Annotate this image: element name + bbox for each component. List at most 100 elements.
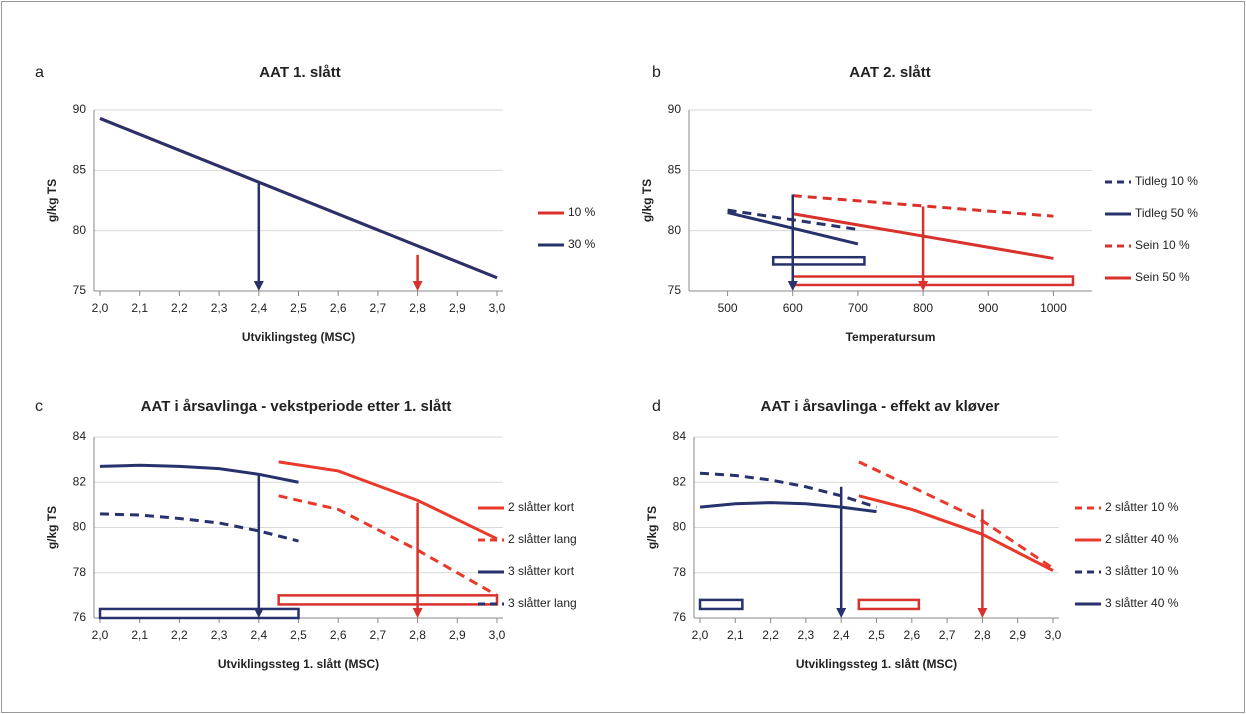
chart-title: AAT 1. slått <box>259 64 340 81</box>
x-axis-label: Temperatursum <box>846 330 936 344</box>
x-tick-label: 2,1 <box>727 628 744 642</box>
y-tick-label: 84 <box>673 429 687 443</box>
legend-label: Sein 50 % <box>1135 270 1190 284</box>
x-tick-label: 2,0 <box>92 628 109 642</box>
series-line <box>858 460 1054 570</box>
arrow-head <box>977 608 988 618</box>
x-axis-label: Utviklingsteg (MSC) <box>242 330 355 344</box>
arrow-head <box>253 281 264 291</box>
x-tick-label: 2,9 <box>449 301 466 315</box>
x-tick-label: 2,0 <box>692 628 709 642</box>
highlight-box <box>791 275 1075 287</box>
x-tick-label: 500 <box>718 301 738 315</box>
x-tick-label: 2,3 <box>798 628 815 642</box>
x-tick-label: 2,3 <box>211 628 228 642</box>
y-axis-label: g/kg TS <box>45 506 59 549</box>
legend-label: Sein 10 % <box>1135 238 1190 252</box>
highlight-box <box>277 594 499 606</box>
x-tick-label: 2,7 <box>370 628 387 642</box>
series-line <box>699 501 877 514</box>
arrow-head <box>918 281 929 291</box>
x-tick-label: 2,6 <box>330 628 347 642</box>
panel-label: b <box>652 64 661 81</box>
x-axis-label: Utviklingssteg 1. slått (MSC) <box>796 657 957 671</box>
x-tick-label: 2,8 <box>974 628 991 642</box>
x-tick-label: 700 <box>848 301 868 315</box>
series-line <box>99 117 498 280</box>
x-tick-label: 2,9 <box>1009 628 1026 642</box>
series-line <box>858 494 1054 572</box>
y-tick-label: 78 <box>673 565 687 579</box>
x-tick-label: 2,4 <box>250 301 267 315</box>
series-line <box>278 460 498 541</box>
y-tick-label: 82 <box>673 474 687 488</box>
x-tick-label: 2,1 <box>131 301 148 315</box>
highlight-box <box>771 255 866 266</box>
legend-label: 2 slåtter 10 % <box>1105 500 1179 514</box>
chart-title: AAT i årsavlinga - vekstperiode etter 1.… <box>141 398 452 415</box>
x-tick-label: 1000 <box>1040 301 1067 315</box>
x-tick-label: 2,5 <box>290 301 307 315</box>
y-tick-label: 90 <box>668 102 682 116</box>
x-tick-label: 2,2 <box>762 628 779 642</box>
legend-label: 10 % <box>568 205 596 219</box>
x-tick-label: 800 <box>913 301 933 315</box>
x-tick-label: 2,7 <box>939 628 956 642</box>
series-line <box>99 463 299 484</box>
x-tick-label: 2,3 <box>211 301 228 315</box>
y-tick-label: 76 <box>73 610 87 624</box>
x-axis-label: Utviklingssteg 1. slått (MSC) <box>218 657 379 671</box>
legend-label: 3 slåtter lang <box>508 596 577 610</box>
y-tick-label: 85 <box>668 163 682 177</box>
highlight-box <box>98 607 300 620</box>
x-tick-label: 3,0 <box>1045 628 1062 642</box>
x-tick-label: 2,9 <box>449 628 466 642</box>
panel-label: c <box>35 398 43 415</box>
y-tick-label: 84 <box>73 429 87 443</box>
chart-title: AAT 2. slått <box>849 64 930 81</box>
legend-label: 2 slåtter lang <box>508 532 577 546</box>
x-tick-label: 2,6 <box>330 301 347 315</box>
highlight-box <box>698 598 744 611</box>
legend-label: Tidleg 10 % <box>1135 174 1198 188</box>
y-tick-label: 80 <box>668 223 682 237</box>
panel-label: a <box>35 64 44 81</box>
x-tick-label: 2,6 <box>903 628 920 642</box>
x-tick-label: 3,0 <box>489 301 506 315</box>
y-tick-label: 80 <box>673 520 687 534</box>
legend-label: 30 % <box>568 237 596 251</box>
x-tick-label: 2,5 <box>290 628 307 642</box>
x-tick-label: 2,8 <box>409 628 426 642</box>
legend-label: 3 slåtter 40 % <box>1105 596 1179 610</box>
x-tick-label: 2,2 <box>171 301 188 315</box>
y-axis-label: g/kg TS <box>645 506 659 549</box>
x-tick-label: 600 <box>783 301 803 315</box>
y-tick-label: 80 <box>73 223 87 237</box>
arrow-head <box>787 281 798 291</box>
series-line <box>792 194 1054 218</box>
y-tick-label: 76 <box>673 610 687 624</box>
y-tick-label: 75 <box>73 283 87 297</box>
arrow-head <box>836 608 847 618</box>
y-tick-label: 85 <box>73 163 87 177</box>
series-line <box>278 494 498 597</box>
series-line <box>99 512 299 543</box>
legend-label: Tidleg 50 % <box>1135 206 1198 220</box>
x-tick-label: 2,5 <box>868 628 885 642</box>
y-tick-label: 78 <box>73 565 87 579</box>
legend-label: 3 slåtter kort <box>508 564 575 578</box>
x-tick-label: 2,0 <box>92 301 109 315</box>
x-tick-label: 2,7 <box>370 301 387 315</box>
legend-label: 3 slåtter 10 % <box>1105 564 1179 578</box>
y-axis-label: g/kg TS <box>45 179 59 222</box>
x-tick-label: 900 <box>978 301 998 315</box>
legend-label: 2 slåtter kort <box>508 500 575 514</box>
arrow-head <box>412 608 423 618</box>
y-axis-label: g/kg TS <box>640 179 654 222</box>
x-tick-label: 2,2 <box>171 628 188 642</box>
x-tick-label: 2,8 <box>409 301 426 315</box>
arrow-head <box>253 608 264 618</box>
x-tick-label: 2,4 <box>833 628 850 642</box>
y-tick-label: 75 <box>668 283 682 297</box>
